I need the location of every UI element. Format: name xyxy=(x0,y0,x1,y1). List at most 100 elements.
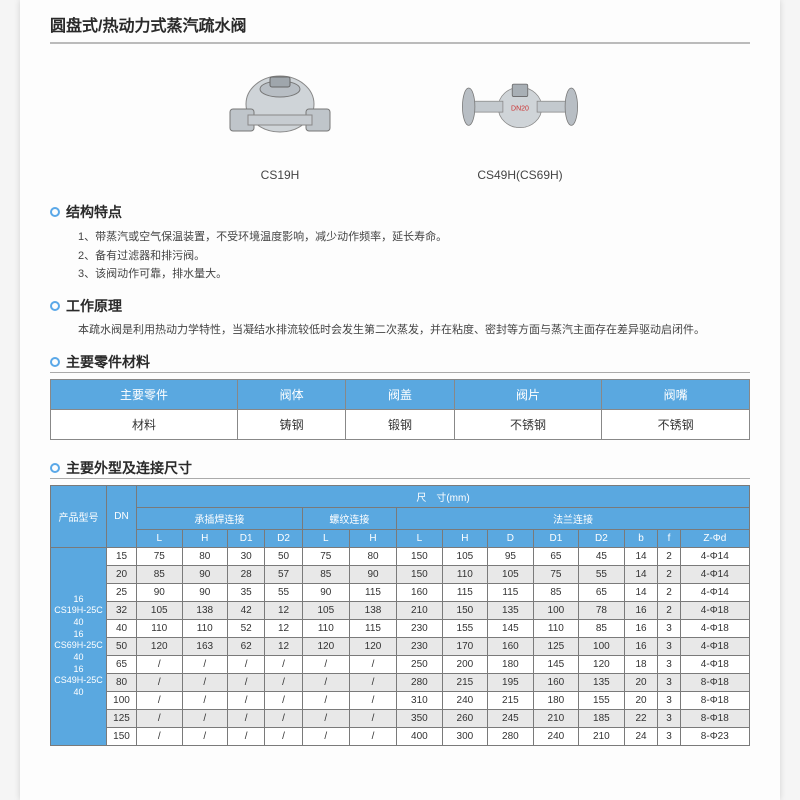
table-row: 主要零件 阀体 阀盖 阀片 阀嘴 xyxy=(51,379,750,409)
cell: 16 xyxy=(624,637,658,655)
cell: / xyxy=(265,709,302,727)
table-row: 321051384212105138210150135100781624-Φ18 xyxy=(51,601,750,619)
cell: 90 xyxy=(302,583,349,601)
section-dimensions-head: 主要外型及连接尺寸 xyxy=(50,458,750,479)
cell: 138 xyxy=(349,601,396,619)
cell: 35 xyxy=(228,583,265,601)
cell: 230 xyxy=(397,637,443,655)
cell: 20 xyxy=(624,673,658,691)
col-header: 阀盖 xyxy=(346,379,454,409)
cell: 8-Φ18 xyxy=(680,709,749,727)
feature-item: 1、带蒸汽或空气保温装置，不受环境温度影响，减少动作频率，延长寿命。 xyxy=(78,228,750,247)
col-header: 螺纹连接 xyxy=(302,507,396,529)
cell: 3 xyxy=(658,619,680,637)
col-header: 阀嘴 xyxy=(602,379,750,409)
cell: 3 xyxy=(658,673,680,691)
cell: 2 xyxy=(658,565,680,583)
cell: 245 xyxy=(488,709,534,727)
cell: 105 xyxy=(442,547,488,565)
col-header: 承插焊连接 xyxy=(137,507,303,529)
cell: 50 xyxy=(107,637,137,655)
cell: 210 xyxy=(579,727,625,745)
cell: 32 xyxy=(107,601,137,619)
col-header: f xyxy=(658,529,680,547)
cell: 115 xyxy=(349,619,396,637)
cell: 62 xyxy=(228,637,265,655)
cell: 20 xyxy=(624,691,658,709)
section-principle-head: 工作原理 xyxy=(50,296,750,316)
cell: 4-Φ18 xyxy=(680,601,749,619)
cell: 40 xyxy=(107,619,137,637)
cell: 4-Φ14 xyxy=(680,583,749,601)
cell: 125 xyxy=(533,637,579,655)
cell: 120 xyxy=(137,637,183,655)
cell: 18 xyxy=(624,655,658,673)
table-row: 401101105212110115230155145110851634-Φ18 xyxy=(51,619,750,637)
table-row: 80//////2802151951601352038-Φ18 xyxy=(51,673,750,691)
cell: / xyxy=(349,709,396,727)
col-header: H xyxy=(182,529,228,547)
cell: / xyxy=(182,655,228,673)
cell: 160 xyxy=(397,583,443,601)
cell: / xyxy=(265,691,302,709)
cell: 215 xyxy=(488,691,534,709)
cell: 90 xyxy=(137,583,183,601)
cell: 155 xyxy=(442,619,488,637)
cell: 24 xyxy=(624,727,658,745)
cell: 8-Φ18 xyxy=(680,691,749,709)
cell: 3 xyxy=(658,637,680,655)
cell: 12 xyxy=(265,601,302,619)
cell: 30 xyxy=(228,547,265,565)
cell: 12 xyxy=(265,637,302,655)
bullet-icon xyxy=(50,301,60,311)
cell: 52 xyxy=(228,619,265,637)
cell: 75 xyxy=(533,565,579,583)
cell: 22 xyxy=(624,709,658,727)
cell: 16 xyxy=(624,601,658,619)
cell: / xyxy=(137,727,183,745)
cell: / xyxy=(302,691,349,709)
cell: / xyxy=(182,673,228,691)
cell: 310 xyxy=(397,691,443,709)
cell: / xyxy=(265,655,302,673)
cell: / xyxy=(349,673,396,691)
cell: 120 xyxy=(349,637,396,655)
col-header: H xyxy=(442,529,488,547)
cell: 200 xyxy=(442,655,488,673)
product-gallery: CS19H DN20 CS49H(CS69H) xyxy=(50,54,750,182)
dimensions-table-wrap: 产品型号 DN 尺 寸(mm) 承插焊连接 螺纹连接 法兰连接 L H D1 D… xyxy=(50,485,750,746)
col-header: H xyxy=(349,529,396,547)
product-image-cs19h xyxy=(200,54,360,164)
col-header: D xyxy=(488,529,534,547)
cell: 78 xyxy=(579,601,625,619)
cell: 80 xyxy=(107,673,137,691)
dimensions-table: 产品型号 DN 尺 寸(mm) 承插焊连接 螺纹连接 法兰连接 L H D1 D… xyxy=(50,485,750,746)
bullet-icon xyxy=(50,357,60,367)
col-header: D1 xyxy=(533,529,579,547)
cell: / xyxy=(137,691,183,709)
section-materials-head: 主要零件材料 xyxy=(50,352,750,373)
cell: 180 xyxy=(533,691,579,709)
cell: 90 xyxy=(349,565,396,583)
bullet-icon xyxy=(50,207,60,217)
cell: 100 xyxy=(533,601,579,619)
cell: 160 xyxy=(488,637,534,655)
cell: 42 xyxy=(228,601,265,619)
cell: 195 xyxy=(488,673,534,691)
cell: 350 xyxy=(397,709,443,727)
cell: / xyxy=(302,673,349,691)
col-header: 尺 寸(mm) xyxy=(137,485,750,507)
product-cs19h: CS19H xyxy=(200,54,360,182)
principle-text: 本疏水阀是利用热动力学特性，当凝结水排流较低时会发生第二次蒸发，并在粘度、密封等… xyxy=(50,322,750,340)
cell: / xyxy=(228,691,265,709)
cell: / xyxy=(182,727,228,745)
table-row: 承插焊连接 螺纹连接 法兰连接 xyxy=(51,507,750,529)
cell: / xyxy=(265,673,302,691)
cell: 150 xyxy=(442,601,488,619)
cell: 4-Φ18 xyxy=(680,619,749,637)
cell: 3 xyxy=(658,727,680,745)
cell: 15 xyxy=(107,547,137,565)
cell: 不锈钢 xyxy=(454,409,602,439)
col-header: 阀体 xyxy=(238,379,346,409)
cell: 240 xyxy=(533,727,579,745)
